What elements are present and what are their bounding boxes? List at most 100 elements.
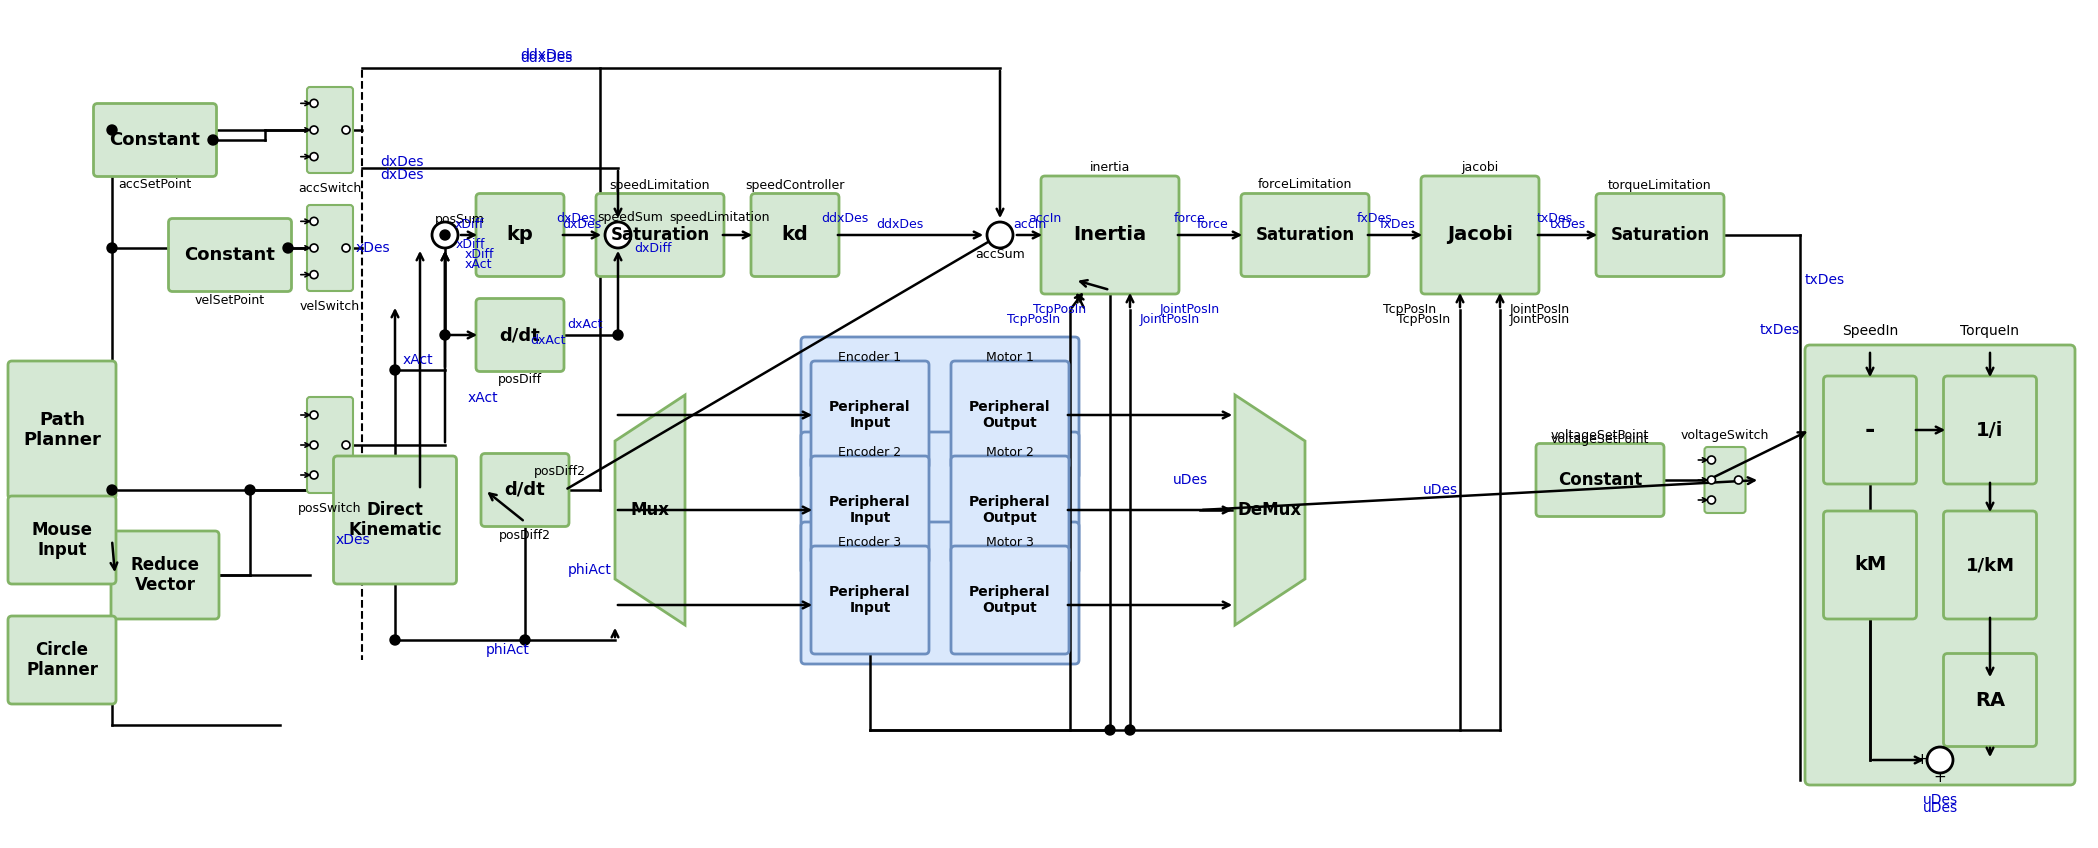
Circle shape	[311, 217, 319, 226]
Text: xDes: xDes	[355, 241, 390, 255]
Text: Motor 3: Motor 3	[986, 536, 1034, 549]
FancyBboxPatch shape	[476, 193, 564, 276]
Text: velSetPoint: velSetPoint	[195, 293, 264, 306]
FancyBboxPatch shape	[476, 298, 564, 371]
Text: ddxDes: ddxDes	[822, 211, 869, 225]
Text: txDes: txDes	[1760, 323, 1800, 337]
Circle shape	[208, 135, 218, 145]
Text: TorqueIn: TorqueIn	[1960, 324, 2020, 338]
Circle shape	[986, 222, 1013, 248]
Text: +: +	[1934, 771, 1947, 785]
Text: uDes: uDes	[1422, 483, 1458, 497]
Text: speedSum: speedSum	[598, 211, 663, 225]
Circle shape	[342, 441, 350, 449]
Text: uDes: uDes	[1922, 793, 1957, 807]
FancyBboxPatch shape	[8, 496, 115, 584]
Text: force: force	[1175, 211, 1206, 225]
Text: dxDes: dxDes	[562, 217, 602, 231]
FancyBboxPatch shape	[1823, 376, 1915, 484]
FancyBboxPatch shape	[1804, 345, 2075, 785]
Circle shape	[1708, 496, 1716, 504]
FancyBboxPatch shape	[1597, 193, 1725, 276]
Circle shape	[520, 635, 531, 645]
Circle shape	[311, 471, 319, 479]
FancyBboxPatch shape	[1943, 654, 2037, 746]
Text: Reduce
Vector: Reduce Vector	[130, 555, 199, 594]
Text: dxDes: dxDes	[380, 155, 424, 169]
Text: JointPosIn: JointPosIn	[1160, 304, 1221, 316]
FancyBboxPatch shape	[812, 546, 929, 654]
Circle shape	[604, 222, 631, 248]
FancyBboxPatch shape	[8, 616, 115, 704]
Circle shape	[311, 126, 319, 134]
Text: Constant: Constant	[109, 131, 201, 149]
Text: dxDes: dxDes	[556, 211, 596, 225]
Text: dxAct: dxAct	[566, 317, 602, 331]
FancyBboxPatch shape	[168, 219, 292, 292]
FancyBboxPatch shape	[812, 456, 929, 564]
Text: force: force	[1198, 217, 1229, 231]
Text: phiAct: phiAct	[487, 643, 531, 657]
Text: uDes: uDes	[1922, 801, 1957, 815]
Text: posSum: posSum	[434, 214, 485, 226]
Text: dxAct: dxAct	[531, 333, 566, 347]
Text: Constant: Constant	[185, 246, 275, 264]
Text: Path
Planner: Path Planner	[23, 410, 101, 449]
Circle shape	[1708, 476, 1716, 484]
Circle shape	[441, 230, 449, 240]
Text: TcpPosIn: TcpPosIn	[1007, 314, 1059, 326]
FancyBboxPatch shape	[801, 522, 1078, 664]
Text: accIn: accIn	[1013, 217, 1047, 231]
Text: kM: kM	[1855, 555, 1886, 574]
FancyBboxPatch shape	[1823, 511, 1915, 619]
Text: posDiff: posDiff	[497, 373, 541, 387]
Text: Encoder 2: Encoder 2	[839, 446, 902, 459]
Text: voltageSetPoint: voltageSetPoint	[1550, 433, 1649, 447]
Circle shape	[1106, 725, 1114, 735]
Text: posSwitch: posSwitch	[298, 502, 361, 515]
Text: voltageSetPoint: voltageSetPoint	[1550, 428, 1649, 442]
Text: ddxDes: ddxDes	[520, 48, 573, 62]
FancyBboxPatch shape	[334, 456, 457, 584]
Text: Peripheral
Output: Peripheral Output	[969, 400, 1051, 430]
FancyBboxPatch shape	[596, 193, 724, 276]
Text: xDes: xDes	[336, 533, 369, 547]
Text: xDiff: xDiff	[455, 238, 485, 252]
FancyBboxPatch shape	[94, 103, 216, 176]
Text: speedController: speedController	[745, 178, 845, 192]
Circle shape	[245, 485, 256, 495]
FancyBboxPatch shape	[1536, 444, 1664, 516]
Text: accSetPoint: accSetPoint	[117, 178, 191, 192]
Text: txDes: txDes	[1804, 273, 1844, 287]
Text: JointPosIn: JointPosIn	[1511, 314, 1569, 326]
Text: d/dt: d/dt	[506, 481, 545, 499]
Circle shape	[432, 222, 457, 248]
FancyBboxPatch shape	[950, 456, 1070, 564]
Circle shape	[311, 153, 319, 160]
Text: Mouse
Input: Mouse Input	[31, 521, 92, 560]
Circle shape	[1125, 725, 1135, 735]
FancyBboxPatch shape	[1943, 376, 2037, 484]
FancyBboxPatch shape	[480, 454, 569, 527]
FancyBboxPatch shape	[8, 361, 115, 499]
Circle shape	[107, 485, 117, 495]
Text: 1/kM: 1/kM	[1966, 556, 2014, 574]
Text: Motor 1: Motor 1	[986, 351, 1034, 364]
Text: Inertia: Inertia	[1074, 226, 1148, 244]
Circle shape	[1708, 456, 1716, 464]
FancyBboxPatch shape	[306, 397, 352, 493]
FancyBboxPatch shape	[1943, 511, 2037, 619]
Text: dxDiff: dxDiff	[634, 242, 671, 254]
Text: Saturation: Saturation	[1255, 226, 1355, 244]
Text: +: +	[1915, 752, 1928, 767]
FancyBboxPatch shape	[950, 546, 1070, 654]
Circle shape	[1735, 476, 1743, 484]
Text: torqueLimitation: torqueLimitation	[1609, 178, 1712, 192]
Text: SpeedIn: SpeedIn	[1842, 324, 1899, 338]
Circle shape	[342, 244, 350, 252]
FancyBboxPatch shape	[801, 432, 1078, 574]
Text: kp: kp	[506, 226, 533, 244]
Circle shape	[311, 244, 319, 252]
Text: ddxDes: ddxDes	[520, 51, 573, 65]
Text: posDiff2: posDiff2	[535, 466, 585, 478]
